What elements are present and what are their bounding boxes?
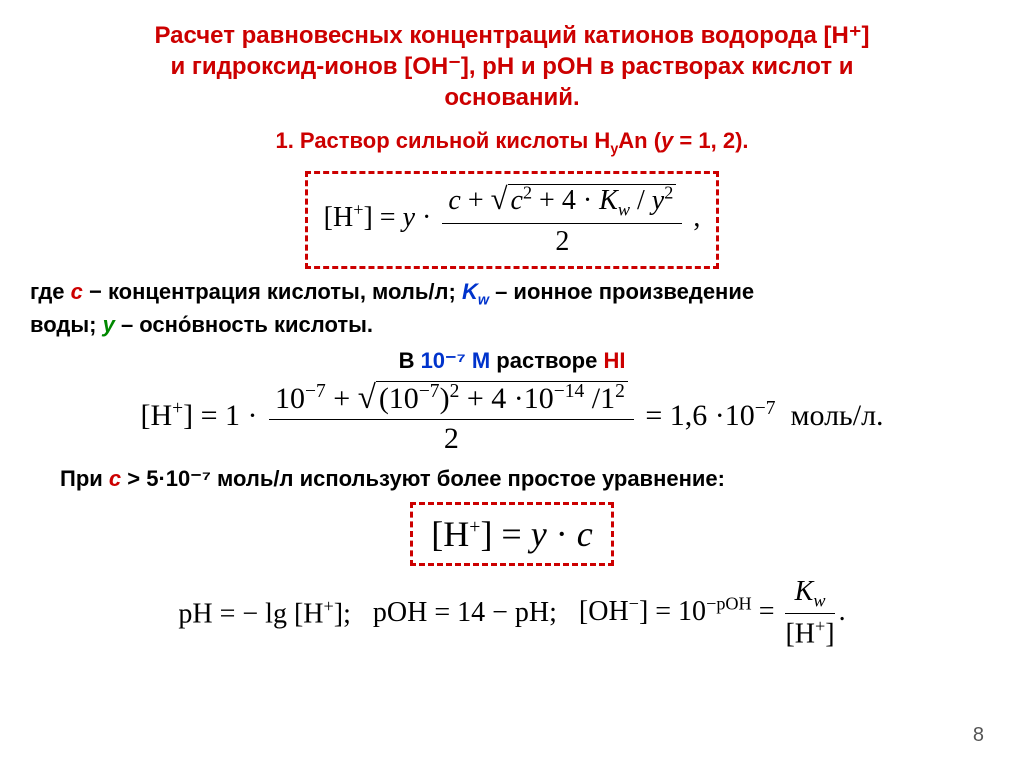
explain-k-sub: w xyxy=(478,292,489,308)
title-line-3: оснований. xyxy=(444,84,579,111)
subtitle-prefix: 1. Раствор сильной кислоты H xyxy=(275,128,610,153)
ex-red: HI xyxy=(603,348,625,373)
bottom-frac-num: Kw xyxy=(785,576,834,615)
formula-1-box: [H+] = y · c + c2 + 4 · Kw / y2 2 , xyxy=(305,171,720,269)
bottom-frac-den: [H+] xyxy=(785,614,834,650)
ex-pre: В xyxy=(399,348,421,373)
page-title: Расчет равновесных концентраций катионов… xyxy=(30,20,994,114)
f1-fraction: c + c2 + 4 · Kw / y2 2 xyxy=(442,182,682,258)
page-number: 8 xyxy=(973,724,984,747)
f3-content: [H+] = y · c xyxy=(431,514,592,554)
f2-sqrt: (10−7)2 + 4 ·10−14 /12 xyxy=(358,380,628,417)
ex-mid: растворе xyxy=(490,348,603,373)
bottom-eq2: pOH = 14 − pH; xyxy=(373,597,557,629)
cond-c: c xyxy=(109,466,121,491)
section-subtitle: 1. Раствор сильной кислоты HyAn (y = 1, … xyxy=(30,128,994,157)
f1-denominator: 2 xyxy=(442,224,682,258)
f1-sqrt: c2 + 4 · Kw / y2 xyxy=(491,182,677,221)
f1-trail: , xyxy=(693,202,700,233)
formula-3-box: [H+] = y · c xyxy=(410,502,613,566)
f1-radicand: c2 + 4 · Kw / y2 xyxy=(508,184,677,216)
explain-pre: где xyxy=(30,279,71,304)
explanation-text: где c − концентрация кислоты, моль/л; Kw… xyxy=(30,277,994,340)
explain-c: c xyxy=(71,279,83,304)
subtitle-y: y xyxy=(661,128,673,153)
f2-radicand: (10−7)2 + 4 ·10−14 /12 xyxy=(376,381,628,415)
title-line-1: Расчет равновесных концентраций катионов… xyxy=(154,22,869,49)
subtitle-suffix: = 1, 2). xyxy=(673,128,748,153)
cond-rest: > 5·10⁻⁷ моль/л используют более простое… xyxy=(121,466,725,491)
bottom-eq1: pH = − lg [H+]; xyxy=(178,596,351,630)
explain-l2-pre: воды; xyxy=(30,312,103,337)
bottom-equations: pH = − lg [H+]; pOH = 14 − pH; [OH−] = 1… xyxy=(30,576,994,651)
f2-numerator: 10−7 + (10−7)2 + 4 ·10−14 /12 xyxy=(269,380,634,420)
formula-2-row: [H+] = 1 · 10−7 + (10−7)2 + 4 ·10−14 /12… xyxy=(30,380,994,456)
ex-blue: 10⁻⁷ М xyxy=(421,348,491,373)
bottom-eq3: [OH−] = 10−pOH = Kw [H+] . xyxy=(579,576,846,651)
condition-text: При c > 5·10⁻⁷ моль/л используют более п… xyxy=(30,464,994,494)
explain-k: K xyxy=(462,279,478,304)
explain-y: y xyxy=(103,312,115,337)
f2-rhs: = 1,6 ·10−7 моль/л. xyxy=(645,399,883,432)
explain-c-txt: − концентрация кислоты, моль/л; xyxy=(83,279,462,304)
explain-y-txt: – осно́вность кислоты. xyxy=(115,312,373,337)
explain-k-txt: – ионное произведение xyxy=(489,279,754,304)
subtitle-mid: An ( xyxy=(618,128,661,153)
bottom-frac: Kw [H+] xyxy=(785,576,834,651)
formula-1-row: [H+] = y · c + c2 + 4 · Kw / y2 2 , xyxy=(30,171,994,269)
example-label: В 10⁻⁷ М растворе HI xyxy=(30,348,994,374)
f1-numerator: c + c2 + 4 · Kw / y2 xyxy=(442,182,682,224)
f2-fraction: 10−7 + (10−7)2 + 4 ·10−14 /12 2 xyxy=(269,380,634,456)
f2-denominator: 2 xyxy=(269,420,634,456)
formula-3-row: [H+] = y · c xyxy=(30,502,994,566)
f1-lhs: [H+] = y · xyxy=(324,202,439,233)
f2-lhs: [H+] = 1 · xyxy=(140,399,265,432)
cond-pre: При xyxy=(60,466,109,491)
title-line-2: и гидроксид-ионов [OH⁻], pH и pOH в раст… xyxy=(170,53,853,80)
